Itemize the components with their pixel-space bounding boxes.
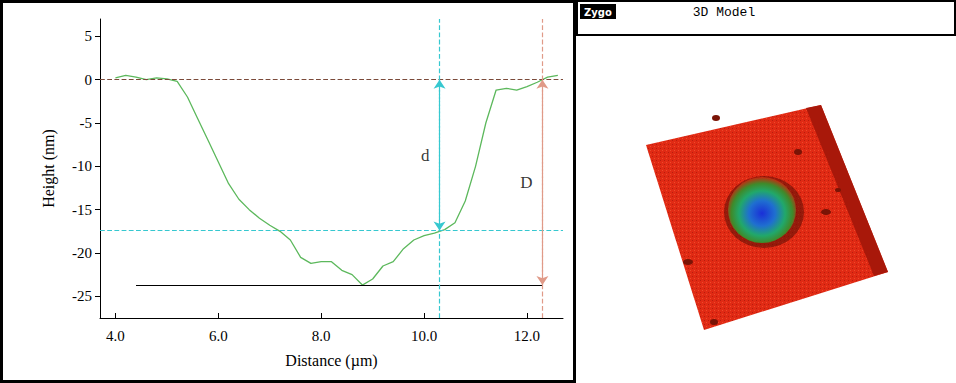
svg-text:5: 5 bbox=[85, 28, 93, 44]
svg-text:8.0: 8.0 bbox=[312, 328, 331, 344]
svg-text:0: 0 bbox=[85, 72, 93, 88]
svg-text:Zygo: Zygo bbox=[584, 7, 612, 18]
svg-text:Distance (µm): Distance (µm) bbox=[285, 352, 377, 370]
svg-text:4.0: 4.0 bbox=[106, 328, 125, 344]
svg-text:-25: -25 bbox=[72, 288, 92, 304]
svg-text:-15: -15 bbox=[72, 202, 92, 218]
svg-text:12.0: 12.0 bbox=[514, 328, 540, 344]
svg-text:d: d bbox=[421, 146, 430, 165]
svg-text:Height (nm): Height (nm) bbox=[40, 129, 58, 208]
svg-text:D: D bbox=[520, 173, 532, 192]
svg-text:3D Model: 3D Model bbox=[693, 5, 756, 20]
svg-text:-20: -20 bbox=[72, 245, 92, 261]
svg-text:-10: -10 bbox=[72, 158, 92, 174]
svg-text:-5: -5 bbox=[80, 115, 93, 131]
svg-text:10.0: 10.0 bbox=[411, 328, 437, 344]
svg-text:6.0: 6.0 bbox=[209, 328, 228, 344]
